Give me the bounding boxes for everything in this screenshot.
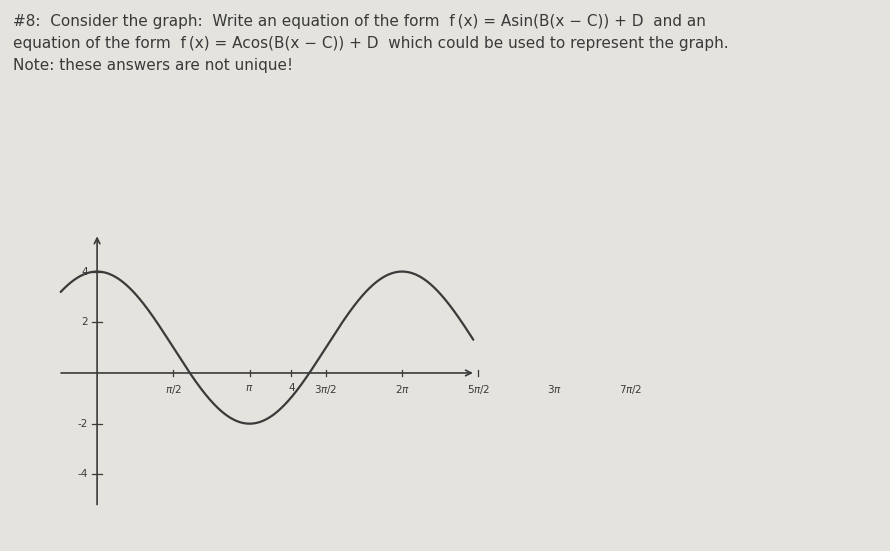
Text: $3\pi$: $3\pi$: [547, 382, 562, 395]
Text: -2: -2: [78, 419, 88, 429]
Text: 4: 4: [82, 267, 88, 277]
Text: 4: 4: [288, 382, 295, 393]
Text: equation of the form  f (x) = Acos(B(x − C)) + D  which could be used to represe: equation of the form f (x) = Acos(B(x − …: [13, 36, 729, 51]
Text: $\pi/2$: $\pi/2$: [165, 382, 182, 396]
Text: $3\pi/2$: $3\pi/2$: [314, 382, 337, 396]
Text: 2: 2: [82, 317, 88, 327]
Text: $5\pi/2$: $5\pi/2$: [466, 382, 490, 396]
Text: #8:  Consider the graph:  Write an equation of the form  f (x) = Asin(B(x − C)) : #8: Consider the graph: Write an equatio…: [13, 14, 707, 29]
Text: -4: -4: [78, 469, 88, 479]
Text: $7\pi/2$: $7\pi/2$: [619, 382, 643, 396]
Text: $\pi$: $\pi$: [246, 382, 254, 393]
Text: $2\pi$: $2\pi$: [394, 382, 409, 395]
Text: Note: these answers are not unique!: Note: these answers are not unique!: [13, 58, 294, 73]
